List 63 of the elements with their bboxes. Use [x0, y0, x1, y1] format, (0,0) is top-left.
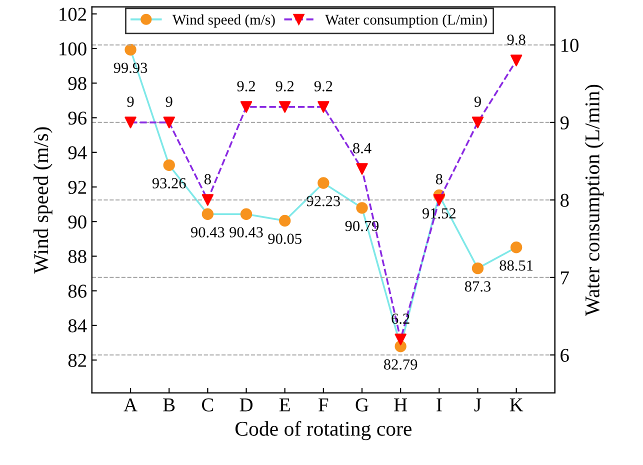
y-tick-label: 88: [68, 250, 86, 264]
point: [202, 194, 214, 206]
data-label: 9: [127, 96, 134, 107]
y-tick-label: 86: [68, 284, 87, 298]
point: [510, 54, 522, 66]
y2-tick-label: 10: [561, 38, 578, 52]
data-label: 9.2: [237, 81, 255, 92]
y-tick-label: 90: [68, 215, 86, 229]
data-label: 82.79: [384, 359, 418, 370]
point: [163, 116, 175, 128]
y-tick-label: 94: [68, 146, 87, 160]
point: [433, 194, 446, 206]
legend-label: Wind speed (m/s): [172, 14, 275, 28]
y2-axis-title: Water consumption (L/min): [584, 84, 604, 316]
data-label: 99.93: [114, 62, 148, 74]
data-label: 9.8: [507, 34, 526, 45]
x-tick-label: K: [510, 398, 524, 412]
x-axis-title: Code of rotating core: [235, 420, 412, 440]
y-tick-label: 96: [68, 112, 87, 125]
data-label: 9.2: [314, 81, 332, 92]
y2-tick-label: 9: [560, 116, 569, 130]
y2-tick-label: 8: [560, 194, 569, 207]
data-label: 8.4: [353, 143, 372, 154]
point: [279, 101, 291, 113]
x-tick-label: B: [163, 398, 175, 412]
data-label: 88.51: [500, 260, 533, 271]
point: [356, 163, 368, 175]
point: [240, 101, 252, 113]
x-tick-label: E: [279, 398, 290, 412]
data-label: 8: [204, 174, 211, 184]
y-tick-label: 100: [60, 42, 86, 56]
data-label: 93.26: [152, 178, 186, 188]
data-label: 90.43: [190, 227, 224, 238]
data-label: 9: [474, 96, 481, 107]
data-label: 91.52: [422, 208, 456, 219]
x-tick-label: D: [240, 398, 253, 412]
y2-tick-label: 6: [560, 348, 569, 362]
data-label: 9: [166, 96, 172, 107]
data-label: 9.2: [276, 81, 294, 92]
x-tick-label: I: [436, 398, 442, 412]
x-tick-label: H: [394, 398, 408, 412]
x-tick-label: J: [474, 398, 482, 412]
data-label: 90.43: [230, 227, 263, 238]
y-tick-label: 92: [68, 180, 86, 194]
legend-label: Water consumption (L/min): [325, 14, 487, 28]
x-tick-label: F: [318, 398, 328, 412]
data-label: 8: [436, 174, 442, 184]
point: [124, 116, 136, 128]
y-tick-label: 84: [68, 319, 87, 332]
data-label: 87.3: [464, 281, 491, 292]
point: [318, 101, 330, 113]
data-label: 90.05: [268, 234, 302, 244]
x-tick-label: C: [202, 398, 214, 412]
point: [394, 334, 406, 346]
y-tick-label: 98: [68, 76, 86, 90]
point: [472, 116, 484, 128]
y-tick-label: 102: [60, 8, 86, 21]
x-tick-label: G: [356, 398, 368, 412]
y-tick-label: 82: [68, 354, 86, 367]
x-tick-label: A: [124, 398, 138, 412]
y-axis-title: Wind speed (m/s): [33, 127, 52, 274]
y2-tick-label: 7: [561, 271, 569, 284]
data-label: 92.23: [306, 196, 340, 206]
